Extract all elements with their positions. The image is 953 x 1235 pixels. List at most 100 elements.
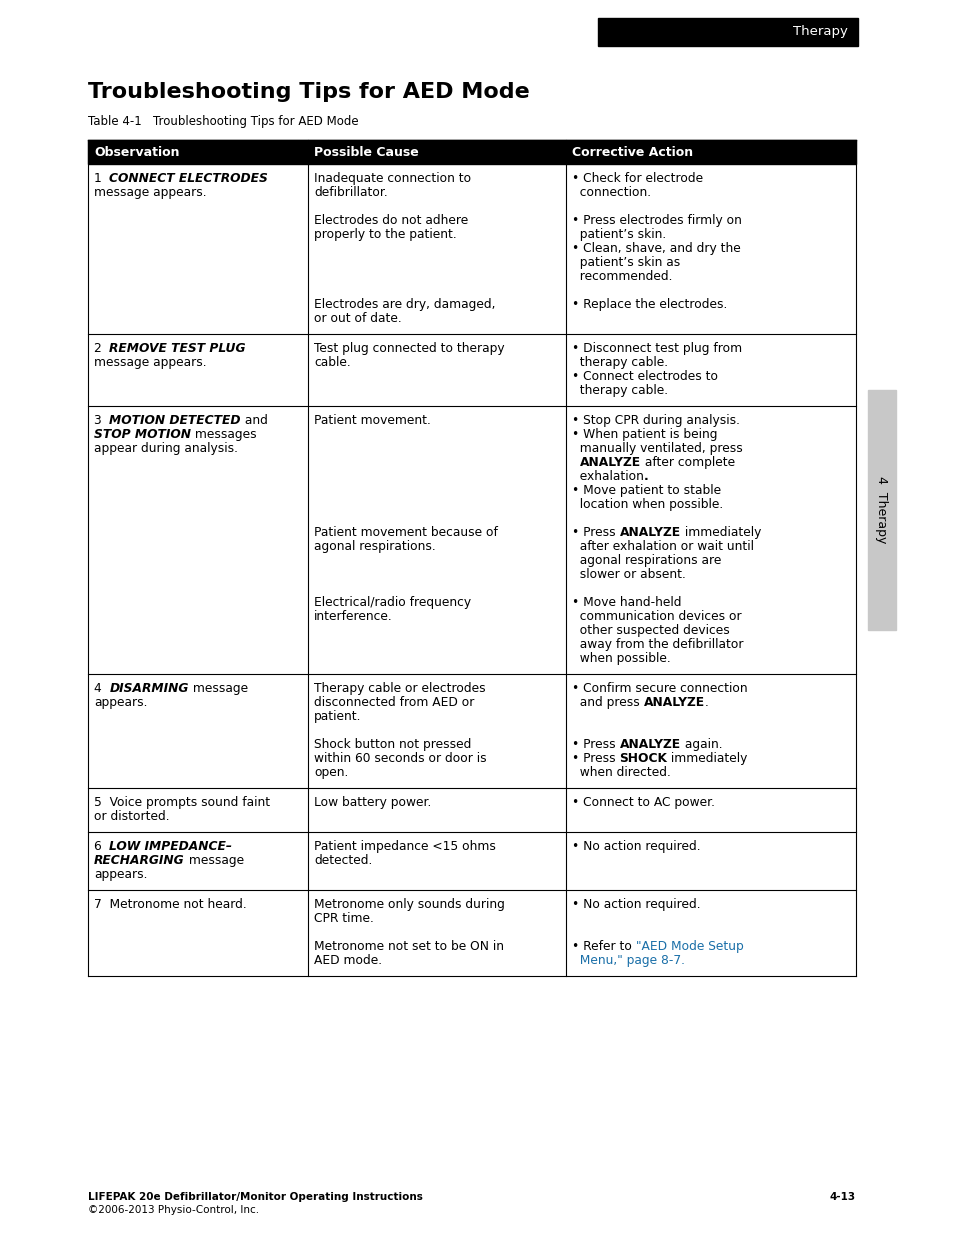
Text: after exhalation or wait until: after exhalation or wait until bbox=[572, 540, 753, 553]
Text: Menu," page 8-7.: Menu," page 8-7. bbox=[572, 953, 684, 967]
Text: recommended.: recommended. bbox=[572, 270, 672, 283]
Text: • Press: • Press bbox=[572, 526, 618, 538]
Text: and press: and press bbox=[572, 697, 643, 709]
Text: within 60 seconds or door is: within 60 seconds or door is bbox=[314, 752, 486, 764]
Text: LOW IMPEDANCE–: LOW IMPEDANCE– bbox=[110, 840, 233, 853]
Text: Therapy: Therapy bbox=[792, 26, 847, 38]
Text: other suspected devices: other suspected devices bbox=[572, 624, 729, 637]
Text: Low battery power.: Low battery power. bbox=[314, 797, 431, 809]
Text: 2: 2 bbox=[94, 342, 110, 354]
Text: messages: messages bbox=[191, 429, 256, 441]
Text: when possible.: when possible. bbox=[572, 652, 670, 664]
Text: 4: 4 bbox=[94, 682, 110, 695]
Text: disconnected from AED or: disconnected from AED or bbox=[314, 697, 474, 709]
Text: • No action required.: • No action required. bbox=[572, 898, 700, 911]
Text: Inadequate connection to: Inadequate connection to bbox=[314, 172, 471, 185]
Text: ANALYZE: ANALYZE bbox=[643, 697, 704, 709]
Text: agonal respirations are: agonal respirations are bbox=[572, 555, 720, 567]
Text: Corrective Action: Corrective Action bbox=[572, 146, 693, 158]
Text: • Stop CPR during analysis.: • Stop CPR during analysis. bbox=[572, 414, 740, 427]
Text: 6: 6 bbox=[94, 840, 110, 853]
Text: 3: 3 bbox=[94, 414, 110, 427]
Text: • Move hand-held: • Move hand-held bbox=[572, 597, 680, 609]
Text: 5  Voice prompts sound faint: 5 Voice prompts sound faint bbox=[94, 797, 270, 809]
Text: Troubleshooting Tips for AED Mode: Troubleshooting Tips for AED Mode bbox=[88, 82, 529, 103]
Text: message: message bbox=[189, 682, 248, 695]
Text: patient’s skin.: patient’s skin. bbox=[572, 228, 665, 241]
Text: immediately: immediately bbox=[667, 752, 747, 764]
Text: Table 4-1   Troubleshooting Tips for AED Mode: Table 4-1 Troubleshooting Tips for AED M… bbox=[88, 115, 358, 128]
Text: defibrillator.: defibrillator. bbox=[314, 186, 387, 199]
Text: MOTION DETECTED: MOTION DETECTED bbox=[110, 414, 241, 427]
Text: Patient movement.: Patient movement. bbox=[314, 414, 431, 427]
Text: • Disconnect test plug from: • Disconnect test plug from bbox=[572, 342, 741, 354]
Text: REMOVE TEST PLUG: REMOVE TEST PLUG bbox=[110, 342, 246, 354]
Text: slower or absent.: slower or absent. bbox=[572, 568, 685, 580]
Text: AED mode.: AED mode. bbox=[314, 953, 382, 967]
Text: DISARMING: DISARMING bbox=[110, 682, 189, 695]
Text: .: . bbox=[643, 471, 648, 483]
Text: after complete: after complete bbox=[640, 456, 734, 469]
Text: communication devices or: communication devices or bbox=[572, 610, 740, 622]
Text: • No action required.: • No action required. bbox=[572, 840, 700, 853]
Text: location when possible.: location when possible. bbox=[572, 498, 722, 511]
Text: again.: again. bbox=[679, 739, 721, 751]
Text: • Connect to AC power.: • Connect to AC power. bbox=[572, 797, 714, 809]
Text: • Press: • Press bbox=[572, 752, 618, 764]
Text: RECHARGING: RECHARGING bbox=[94, 853, 185, 867]
Text: appears.: appears. bbox=[94, 868, 148, 881]
Text: SHOCK: SHOCK bbox=[618, 752, 667, 764]
Text: exhalation: exhalation bbox=[572, 471, 643, 483]
Text: detected.: detected. bbox=[314, 853, 372, 867]
Text: and: and bbox=[241, 414, 268, 427]
Text: away from the defibrillator: away from the defibrillator bbox=[572, 638, 742, 651]
Text: Electrodes do not adhere: Electrodes do not adhere bbox=[314, 214, 468, 227]
Text: Electrodes are dry, damaged,: Electrodes are dry, damaged, bbox=[314, 298, 495, 311]
Text: 7  Metronome not heard.: 7 Metronome not heard. bbox=[94, 898, 247, 911]
Text: "AED Mode Setup: "AED Mode Setup bbox=[635, 940, 742, 953]
Text: interference.: interference. bbox=[314, 610, 393, 622]
Text: • Check for electrode: • Check for electrode bbox=[572, 172, 702, 185]
Text: • Press electrodes firmly on: • Press electrodes firmly on bbox=[572, 214, 741, 227]
Text: • Refer to: • Refer to bbox=[572, 940, 635, 953]
Text: open.: open. bbox=[314, 766, 348, 779]
Text: .: . bbox=[704, 697, 708, 709]
Text: LIFEPAK 20e Defibrillator/Monitor Operating Instructions: LIFEPAK 20e Defibrillator/Monitor Operat… bbox=[88, 1192, 422, 1202]
Text: • When patient is being: • When patient is being bbox=[572, 429, 717, 441]
Text: 4  Therapy: 4 Therapy bbox=[875, 477, 887, 543]
Text: or out of date.: or out of date. bbox=[314, 312, 401, 325]
Text: message: message bbox=[185, 853, 244, 867]
Text: 4-13: 4-13 bbox=[829, 1192, 855, 1202]
Text: • Clean, shave, and dry the: • Clean, shave, and dry the bbox=[572, 242, 740, 254]
Text: therapy cable.: therapy cable. bbox=[572, 356, 667, 369]
Text: patient’s skin as: patient’s skin as bbox=[572, 256, 679, 269]
Text: agonal respirations.: agonal respirations. bbox=[314, 540, 436, 553]
Text: Shock button not pressed: Shock button not pressed bbox=[314, 739, 471, 751]
Text: • Press: • Press bbox=[572, 739, 618, 751]
Text: CONNECT ELECTRODES: CONNECT ELECTRODES bbox=[110, 172, 268, 185]
Text: Observation: Observation bbox=[94, 146, 179, 158]
Text: Possible Cause: Possible Cause bbox=[314, 146, 418, 158]
Text: when directed.: when directed. bbox=[572, 766, 670, 779]
Bar bbox=[598, 19, 857, 46]
Text: connection.: connection. bbox=[572, 186, 651, 199]
Text: • Connect electrodes to: • Connect electrodes to bbox=[572, 370, 718, 383]
Text: • Move patient to stable: • Move patient to stable bbox=[572, 484, 720, 496]
Text: appear during analysis.: appear during analysis. bbox=[94, 442, 237, 454]
Text: message appears.: message appears. bbox=[94, 186, 207, 199]
Text: Metronome only sounds during: Metronome only sounds during bbox=[314, 898, 504, 911]
Text: cable.: cable. bbox=[314, 356, 351, 369]
Text: ANALYZE: ANALYZE bbox=[618, 739, 679, 751]
Text: ANALYZE: ANALYZE bbox=[618, 526, 679, 538]
Text: • Replace the electrodes.: • Replace the electrodes. bbox=[572, 298, 726, 311]
Text: Patient movement because of: Patient movement because of bbox=[314, 526, 497, 538]
Text: properly to the patient.: properly to the patient. bbox=[314, 228, 456, 241]
Text: 1: 1 bbox=[94, 172, 110, 185]
Text: ©2006-2013 Physio-Control, Inc.: ©2006-2013 Physio-Control, Inc. bbox=[88, 1205, 259, 1215]
Text: Test plug connected to therapy: Test plug connected to therapy bbox=[314, 342, 504, 354]
Text: manually ventilated, press: manually ventilated, press bbox=[572, 442, 742, 454]
Bar bbox=[867, 390, 895, 630]
Text: appears.: appears. bbox=[94, 697, 148, 709]
Text: patient.: patient. bbox=[314, 710, 361, 722]
Text: Therapy cable or electrodes: Therapy cable or electrodes bbox=[314, 682, 485, 695]
